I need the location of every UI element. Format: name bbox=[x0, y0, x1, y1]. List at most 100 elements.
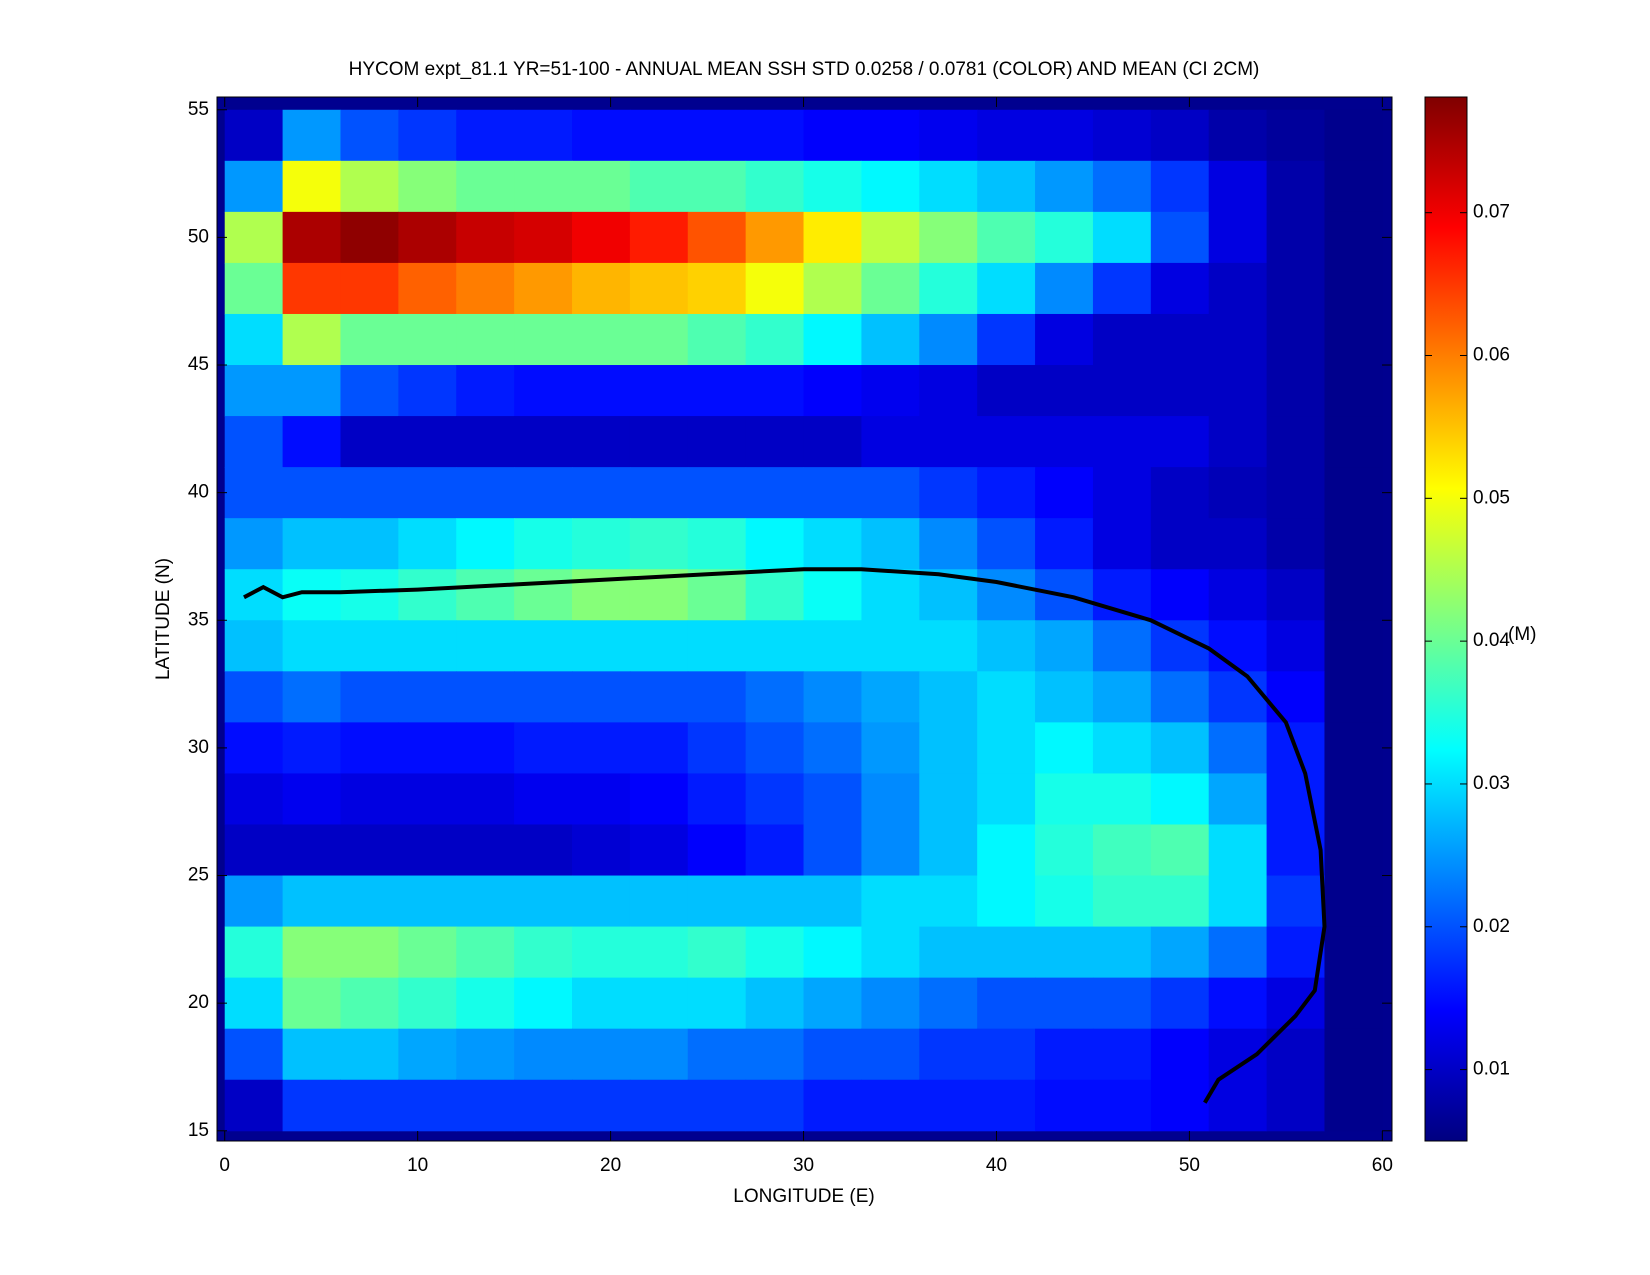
heatmap-cell bbox=[1150, 313, 1210, 366]
heatmap-cell bbox=[803, 262, 862, 315]
heatmap-cell bbox=[282, 977, 341, 1030]
heatmap-cell bbox=[861, 773, 920, 825]
heatmap-cell bbox=[398, 977, 457, 1030]
heatmap-cell bbox=[861, 671, 920, 723]
heatmap-cell bbox=[919, 365, 978, 417]
heatmap-cell bbox=[629, 977, 689, 1030]
heatmap-cell bbox=[456, 313, 515, 366]
heatmap-cell bbox=[514, 211, 573, 264]
heatmap-cell bbox=[340, 569, 399, 621]
heatmap-cell bbox=[1208, 773, 1268, 825]
heatmap-cell bbox=[456, 416, 515, 468]
heatmap-cell bbox=[1324, 160, 1383, 213]
heatmap-cell bbox=[514, 365, 573, 417]
heatmap-cell bbox=[282, 160, 341, 213]
y-tick-label: 35 bbox=[188, 609, 209, 630]
heatmap-cell bbox=[572, 620, 631, 672]
heatmap-cell bbox=[1092, 416, 1152, 468]
heatmap-cell bbox=[1035, 1079, 1094, 1132]
heatmap-cell bbox=[687, 416, 747, 468]
heatmap-cell bbox=[861, 160, 920, 213]
heatmap-cell bbox=[977, 620, 1036, 672]
heatmap-cell bbox=[745, 722, 805, 774]
heatmap-cell bbox=[1324, 416, 1383, 468]
heatmap-cell bbox=[1266, 109, 1325, 162]
heatmap-cell bbox=[745, 824, 805, 877]
colorbar-tick-label: 0.05 bbox=[1473, 487, 1510, 508]
heatmap-cell bbox=[456, 824, 515, 877]
heatmap-cell bbox=[514, 518, 573, 570]
heatmap-cell bbox=[1092, 926, 1152, 979]
colorbar-tick-label: 0.02 bbox=[1473, 916, 1510, 937]
heatmap-cell bbox=[224, 518, 284, 570]
heatmap-cell bbox=[977, 467, 1036, 519]
heatmap-cell bbox=[745, 160, 805, 213]
heatmap-cell bbox=[745, 109, 805, 162]
heatmap-cell bbox=[745, 926, 805, 979]
heatmap-cell bbox=[514, 416, 573, 468]
heatmap-cell bbox=[1208, 569, 1268, 621]
heatmap-cell bbox=[398, 773, 457, 825]
heatmap-cell bbox=[803, 518, 862, 570]
heatmap-cell bbox=[919, 1079, 978, 1132]
heatmap-cell bbox=[456, 977, 515, 1030]
heatmap-cell bbox=[803, 824, 862, 877]
heatmap-cell bbox=[977, 926, 1036, 979]
heatmap-cell bbox=[1324, 671, 1383, 723]
heatmap-cell bbox=[1150, 1079, 1210, 1132]
heatmap-cell bbox=[745, 313, 805, 366]
heatmap-cell bbox=[514, 977, 573, 1030]
heatmap-cell bbox=[1324, 1028, 1383, 1081]
colorbar-tick-label: 0.03 bbox=[1473, 773, 1510, 794]
heatmap-cell bbox=[456, 875, 515, 928]
heatmap-cell bbox=[919, 620, 978, 672]
heatmap-cell bbox=[1208, 875, 1268, 928]
heatmap-cell bbox=[1208, 416, 1268, 468]
heatmap-cell bbox=[629, 671, 689, 723]
heatmap-cell bbox=[572, 160, 631, 213]
heatmap-cell bbox=[861, 518, 920, 570]
heatmap-cell bbox=[572, 977, 631, 1030]
heatmap-cell bbox=[1208, 977, 1268, 1030]
heatmap-cell bbox=[687, 467, 747, 519]
heatmap-cell bbox=[514, 773, 573, 825]
heatmap-cell bbox=[282, 824, 341, 877]
heatmap-cell bbox=[340, 262, 399, 315]
heatmap-cell bbox=[861, 875, 920, 928]
heatmap-cell bbox=[687, 875, 747, 928]
heatmap-cell bbox=[687, 262, 747, 315]
heatmap-cell bbox=[687, 722, 747, 774]
heatmap-cell bbox=[456, 467, 515, 519]
heatmap-cell bbox=[1324, 620, 1383, 672]
heatmap-cell bbox=[224, 620, 284, 672]
heatmap-cell bbox=[1150, 722, 1210, 774]
y-tick-label: 45 bbox=[188, 354, 209, 375]
heatmap-cell bbox=[977, 569, 1036, 621]
heatmap-cell bbox=[977, 313, 1036, 366]
heatmap-cell bbox=[687, 671, 747, 723]
heatmap-cell bbox=[1092, 671, 1152, 723]
heatmap-cell bbox=[282, 109, 341, 162]
heatmap-cell bbox=[224, 671, 284, 723]
heatmap-cell bbox=[803, 977, 862, 1030]
heatmap-cell bbox=[398, 1028, 457, 1081]
heatmap-cell bbox=[1035, 671, 1094, 723]
heatmap-cell bbox=[861, 467, 920, 519]
heatmap-cell bbox=[1150, 416, 1210, 468]
heatmap-cell bbox=[629, 722, 689, 774]
heatmap-cell bbox=[1208, 671, 1268, 723]
heatmap-cell bbox=[1092, 467, 1152, 519]
heatmap-cell bbox=[803, 569, 862, 621]
heatmap-cell bbox=[919, 262, 978, 315]
heatmap-cell bbox=[687, 569, 747, 621]
x-axis-label: LONGITUDE (E) bbox=[733, 1186, 874, 1207]
heatmap-cell bbox=[687, 824, 747, 877]
heatmap-cell bbox=[282, 926, 341, 979]
heatmap-cell bbox=[224, 722, 284, 774]
heatmap-cell bbox=[1092, 824, 1152, 877]
heatmap-cell bbox=[1324, 875, 1383, 928]
heatmap-cell bbox=[919, 211, 978, 264]
heatmap-cell bbox=[1150, 926, 1210, 979]
heatmap-cell bbox=[1208, 109, 1268, 162]
